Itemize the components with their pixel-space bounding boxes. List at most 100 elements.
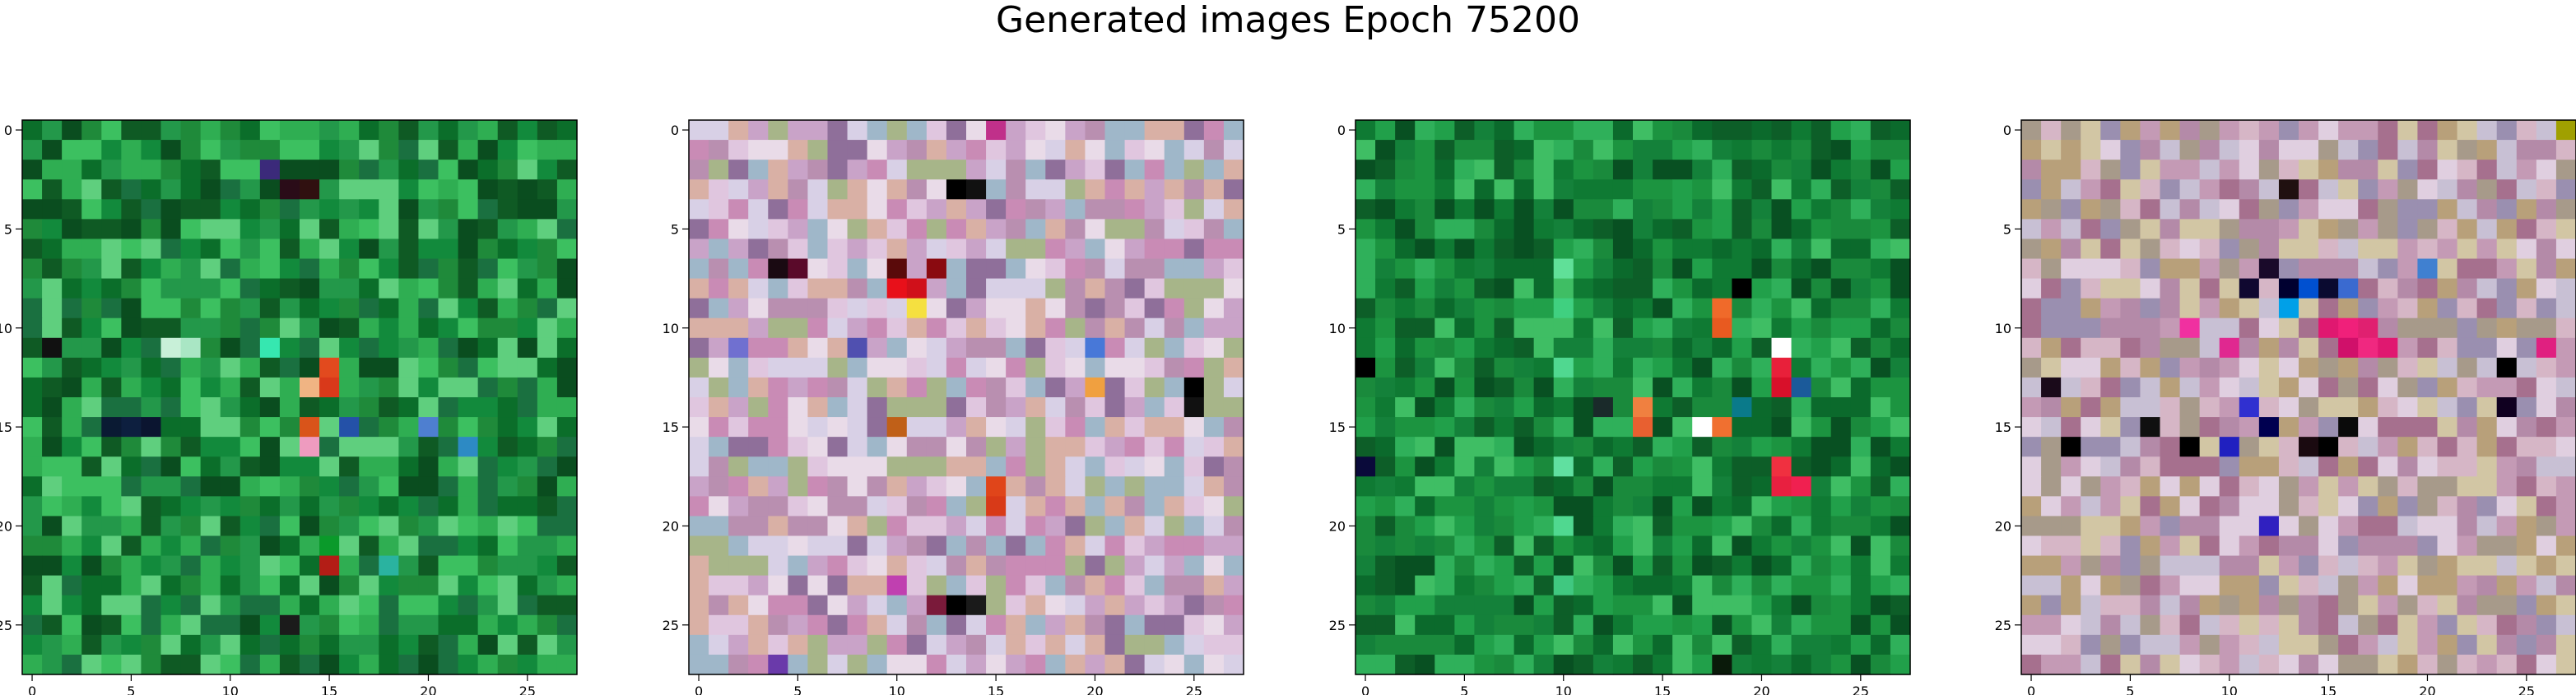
pixel-cell <box>200 555 221 577</box>
figure-title: Generated images Epoch 75200 <box>995 0 1581 41</box>
pixel-cell <box>1850 179 1872 200</box>
pixel-cell <box>1494 456 1515 477</box>
pixel-cell <box>926 317 947 339</box>
pixel-cell <box>220 298 241 319</box>
pixel-cell <box>1811 278 1832 299</box>
pixel-cell <box>180 179 202 200</box>
pixel-cell <box>1025 595 1046 616</box>
pixel-cell <box>827 437 849 457</box>
pixel-cell <box>42 337 63 359</box>
pixel-cell <box>2516 120 2537 141</box>
pixel-cell <box>2437 575 2458 596</box>
pixel-cell <box>1223 555 1244 577</box>
pixel-cell <box>1434 456 1455 477</box>
pixel-cell <box>2378 258 2398 280</box>
pixel-cell <box>847 535 868 557</box>
pixel-cell <box>121 199 142 220</box>
pixel-cell <box>1692 456 1713 477</box>
pixel-cell <box>2021 417 2042 438</box>
pixel-cell <box>398 140 420 160</box>
pixel-cell <box>398 555 420 577</box>
pixel-cell <box>300 377 320 398</box>
pixel-cell <box>141 575 162 596</box>
pixel-cell <box>418 140 439 160</box>
pixel-cell <box>180 397 202 418</box>
pixel-cell <box>2457 575 2478 596</box>
pixel-cell <box>1203 298 1225 319</box>
pixel-cell <box>379 140 399 160</box>
pixel-cell <box>906 456 928 477</box>
pixel-cell <box>728 219 749 240</box>
pixel-cell <box>2081 575 2101 596</box>
pixel-cell <box>141 179 162 200</box>
pixel-cell <box>1104 476 1126 497</box>
pixel-cell <box>1811 496 1832 517</box>
pixel-cell <box>2100 140 2121 160</box>
pixel-cell <box>1751 535 1773 557</box>
pixel-cell <box>2239 199 2260 220</box>
pixel-cell <box>1124 417 1146 438</box>
pixel-cell <box>2417 614 2439 636</box>
pixel-cell <box>22 575 43 596</box>
pixel-cell <box>1791 278 1812 299</box>
pixel-cell <box>2278 160 2299 180</box>
pixel-cell <box>339 456 360 477</box>
pixel-cell <box>339 397 360 418</box>
pixel-cell <box>2061 535 2081 557</box>
pixel-cell <box>438 595 459 616</box>
pixel-cell <box>1025 496 1046 517</box>
pixel-cell <box>1751 219 1773 240</box>
pixel-cell <box>300 516 320 537</box>
pixel-cell <box>2199 456 2220 477</box>
pixel-cell <box>2278 634 2299 656</box>
pixel-cell <box>748 377 769 398</box>
pixel-cell <box>2536 357 2557 378</box>
pixel-cell <box>1494 476 1515 497</box>
pixel-cell <box>2081 179 2101 200</box>
pixel-cell <box>1830 258 1852 280</box>
pixel-cell <box>1850 575 1872 596</box>
pixel-cell <box>2120 456 2141 477</box>
pixel-cell <box>728 199 749 220</box>
pixel-cell <box>2041 219 2062 240</box>
pixel-cell <box>279 317 300 339</box>
pixel-cell <box>2536 219 2557 240</box>
pixel-cell <box>2021 140 2042 160</box>
pixel-cell <box>2437 258 2458 280</box>
pixel-cell <box>556 278 578 299</box>
pixel-cell <box>1672 278 1693 299</box>
pixel-cell <box>1573 634 1594 656</box>
pixel-cell <box>2021 535 2042 557</box>
pixel-cell <box>438 575 459 596</box>
pixel-cell <box>748 555 769 577</box>
pixel-cell <box>359 239 379 260</box>
pixel-cell <box>1395 456 1416 477</box>
pixel-cell <box>477 337 499 359</box>
pixel-cell <box>2179 357 2201 378</box>
pixel-cell <box>1025 199 1046 220</box>
pixel-cell <box>101 199 122 220</box>
pixel-cell <box>2378 160 2398 180</box>
pixel-cell <box>2437 417 2458 438</box>
pixel-cell <box>121 417 142 438</box>
pixel-cell <box>2476 437 2498 457</box>
pixel-cell <box>259 357 281 378</box>
pixel-cell <box>2516 614 2537 636</box>
pixel-cell <box>1593 595 1614 616</box>
pixel-cell <box>1533 437 1555 457</box>
pixel-cell <box>748 614 769 636</box>
pixel-cell <box>22 555 43 577</box>
pixel-cell <box>1474 516 1495 537</box>
pixel-cell <box>2338 120 2359 141</box>
pixel-cell <box>418 239 439 260</box>
pixel-cell <box>1223 278 1244 299</box>
pixel-cell <box>728 516 749 537</box>
pixel-cell <box>827 496 849 517</box>
pixel-cell <box>1395 575 1416 596</box>
pixel-cell <box>946 377 967 398</box>
pixel-cell <box>886 160 908 180</box>
pixel-cell <box>418 575 439 596</box>
pixel-cell <box>101 614 122 636</box>
pixel-cell <box>1533 575 1555 596</box>
pixel-cell <box>418 476 439 497</box>
